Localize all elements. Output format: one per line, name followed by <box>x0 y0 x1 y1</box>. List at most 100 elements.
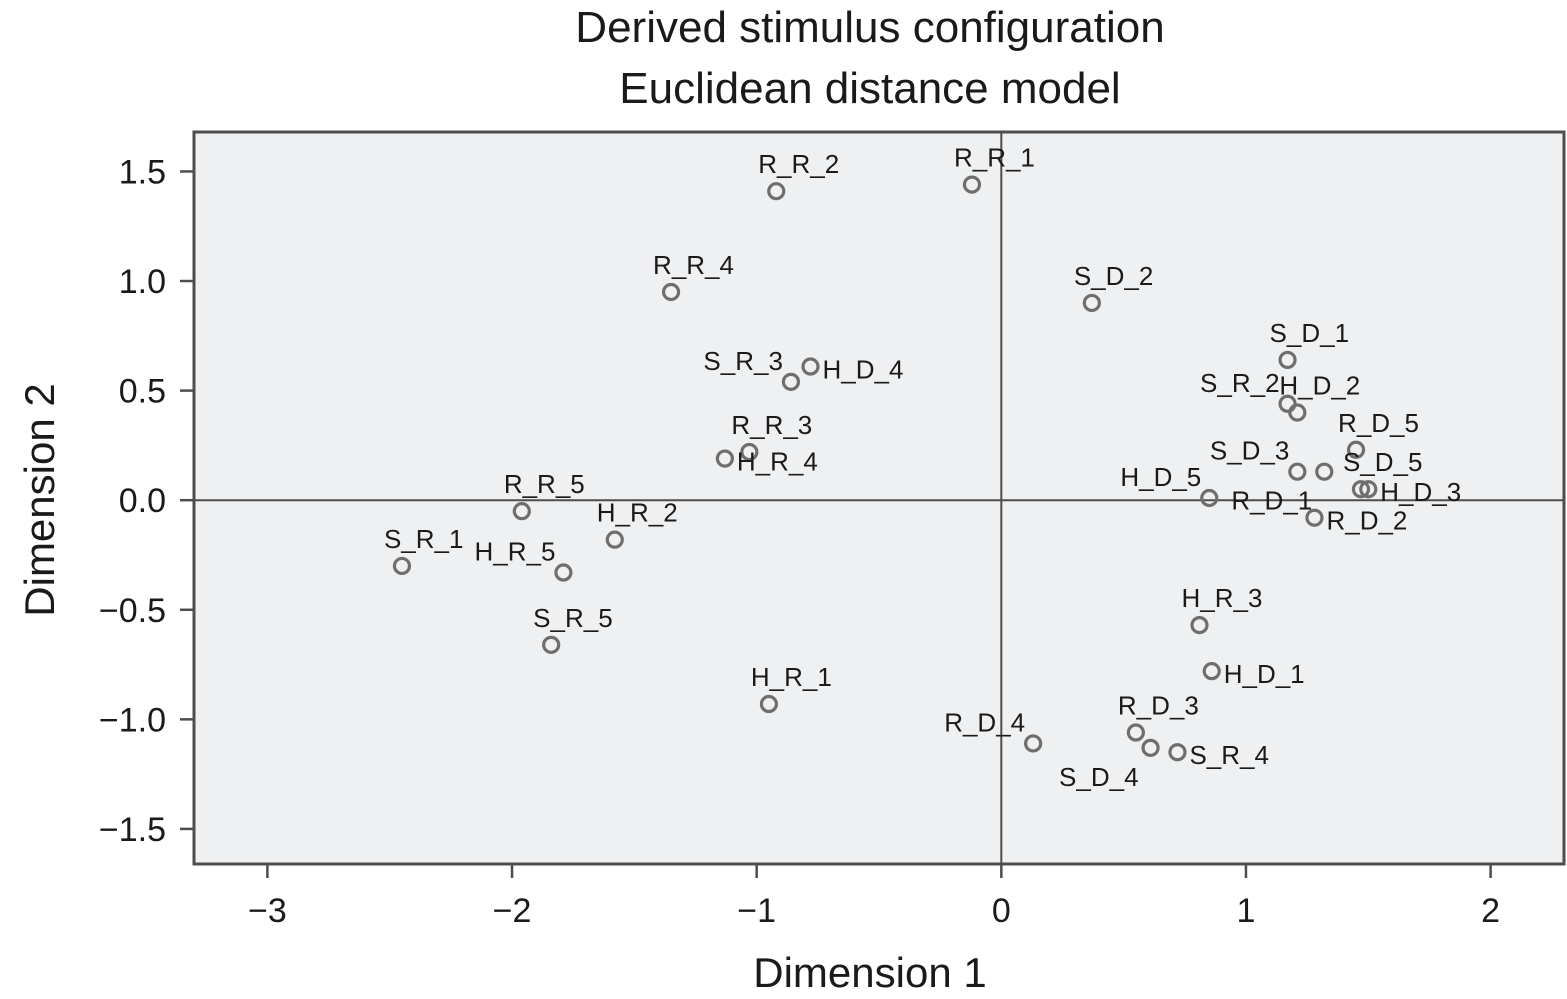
point-marker <box>759 694 779 714</box>
point-label: H_R_4 <box>737 447 818 477</box>
point-marker <box>542 635 561 654</box>
point-marker <box>512 502 531 521</box>
data-point: H_D_3 <box>1359 477 1461 507</box>
point-marker <box>1278 350 1297 370</box>
data-point: H_R_1 <box>751 662 832 714</box>
point-marker <box>1168 743 1187 762</box>
data-point: R_R_3 <box>731 410 812 462</box>
data-point: H_R_3 <box>1181 583 1262 635</box>
reference-lines <box>194 132 1564 864</box>
data-point: S_R_3 <box>703 346 801 391</box>
point-label: H_D_2 <box>1279 371 1360 401</box>
point-marker <box>1315 462 1334 481</box>
x-tick-label: −3 <box>248 892 287 930</box>
point-label: H_D_5 <box>1120 462 1201 492</box>
point-marker <box>1082 293 1101 313</box>
point-label: S_D_5 <box>1343 447 1423 477</box>
point-label: S_R_1 <box>384 524 464 554</box>
point-label: S_R_5 <box>533 603 613 633</box>
chart-subtitle: Euclidean distance model <box>619 64 1120 113</box>
point-label: S_D_3 <box>1210 436 1290 466</box>
point-marker <box>1359 480 1378 499</box>
point-marker <box>1200 488 1219 508</box>
point-marker <box>767 182 786 201</box>
data-point: S_D_1 <box>1270 318 1350 370</box>
point-label: H_D_3 <box>1380 477 1461 507</box>
data-point: R_R_2 <box>758 149 839 201</box>
data-point: R_D_2 <box>1305 506 1407 536</box>
y-tick-label: −1.5 <box>99 811 166 849</box>
data-point: H_D_5 <box>1120 462 1219 508</box>
point-label: R_D_4 <box>944 707 1025 737</box>
point-label: S_R_2 <box>1200 368 1280 398</box>
data-point: S_D_3 <box>1210 436 1307 481</box>
point-marker <box>1126 723 1145 742</box>
data-point: R_D_5 <box>1338 408 1419 459</box>
data-point: H_R_5 <box>474 537 573 582</box>
point-label: H_D_1 <box>1224 659 1305 689</box>
point-label: S_D_1 <box>1270 318 1350 348</box>
point-marker <box>1024 734 1043 753</box>
point-label: R_R_4 <box>653 250 734 280</box>
point-label: R_D_5 <box>1338 408 1419 438</box>
point-label: H_R_2 <box>597 498 678 528</box>
data-point: S_R_1 <box>384 524 464 576</box>
chart-title: Derived stimulus configuration <box>575 3 1164 52</box>
data-point: H_D_4 <box>801 355 904 385</box>
x-tick-label: −2 <box>493 892 532 930</box>
data-point: S_R_5 <box>533 603 613 654</box>
data-point: H_D_2 <box>1279 371 1360 422</box>
point-label: H_R_5 <box>474 537 555 567</box>
data-point: R_D_1 <box>1231 462 1334 516</box>
point-label: R_D_2 <box>1326 506 1407 536</box>
point-label: R_R_2 <box>758 149 839 179</box>
data-point: H_D_1 <box>1202 659 1305 689</box>
y-tick-label: −1.0 <box>99 701 166 739</box>
point-marker <box>801 357 820 376</box>
y-tick-label: 1.0 <box>119 263 166 301</box>
point-marker <box>392 556 412 576</box>
point-marker <box>740 442 759 462</box>
y-axis: 1.5 1.0 0.5 0.0 −0.5 −1.0 −1.5 <box>99 153 194 849</box>
point-label: H_D_4 <box>823 355 904 385</box>
x-axis-label: Dimension 1 <box>753 949 986 996</box>
point-label: H_R_1 <box>751 662 832 692</box>
point-marker <box>1288 403 1307 422</box>
point-marker <box>1202 662 1221 681</box>
point-marker <box>962 175 982 194</box>
point-marker <box>715 449 734 468</box>
data-point: R_R_1 <box>954 143 1035 194</box>
data-point: S_R_4 <box>1168 740 1269 770</box>
data-point: R_R_5 <box>504 469 585 521</box>
data-point: S_D_4 <box>1059 738 1160 792</box>
x-tick-label: 1 <box>1237 892 1256 930</box>
data-point: H_R_2 <box>597 498 678 549</box>
x-tick-label: 0 <box>992 892 1011 930</box>
y-tick-label: 0.5 <box>119 373 166 411</box>
point-label: H_R_3 <box>1181 583 1262 613</box>
point-label: R_R_3 <box>731 410 812 440</box>
point-label: R_D_1 <box>1231 486 1312 516</box>
data-point: R_D_4 <box>944 707 1043 753</box>
data-point: H_R_4 <box>715 447 818 477</box>
y-tick-label: 0.0 <box>119 482 166 520</box>
data-point: R_D_3 <box>1118 691 1199 742</box>
point-label: S_R_3 <box>703 346 783 376</box>
data-point: S_D_5 <box>1343 447 1423 499</box>
point-label: R_R_5 <box>504 469 585 499</box>
point-label: R_D_3 <box>1118 691 1199 721</box>
point-marker <box>554 563 573 582</box>
point-marker <box>661 282 681 302</box>
point-label: S_D_2 <box>1074 261 1154 291</box>
data-points: R_R_1 R_R_2 R_R_4 S_R_3 H_D_4 R_R_3 H_R_4 R_R_5… <box>384 143 1461 792</box>
data-point: R_R_4 <box>653 250 734 302</box>
y-axis-label: Dimension 2 <box>16 383 63 616</box>
point-marker <box>1305 508 1324 527</box>
x-tick-label: −1 <box>737 892 776 930</box>
point-marker <box>1346 440 1366 459</box>
x-tick-label: 2 <box>1481 892 1500 930</box>
point-label: S_D_4 <box>1059 762 1139 792</box>
point-marker <box>605 530 624 549</box>
y-tick-label: 1.5 <box>119 153 166 191</box>
